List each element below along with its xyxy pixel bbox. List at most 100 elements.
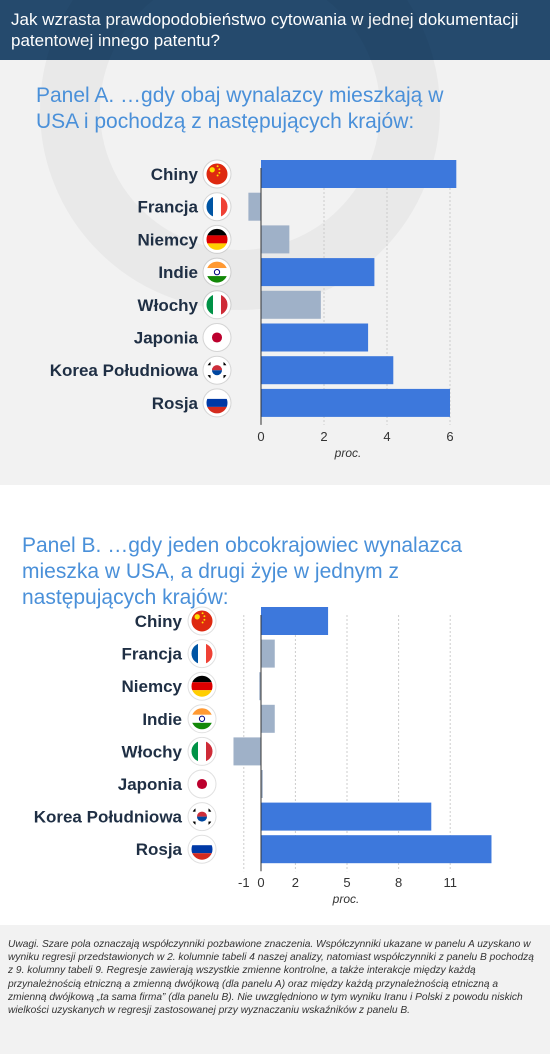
panel-b-bar-chiny [261,607,329,635]
panel-b-tick-label: 5 [343,875,350,890]
japan-flag-icon [202,323,232,352]
panel-a-bar-niemcy [261,225,290,254]
panel-b-x-axis-label: proc. [332,892,360,906]
flag-shadow [187,639,217,669]
flag-border [203,356,231,384]
notes-box: Uwagi. Szare pola oznaczają współczynnik… [0,925,550,1054]
panel-b-chart: Chiny Francja Niemcy Indie Włochy Japonia Kore… [34,606,492,906]
panel-a-tick-label: 6 [446,429,453,444]
title-bar: Jak wzrasta prawdopodobieństwo cytowania… [0,0,550,60]
panel-b-category-label: Japonia [118,775,183,794]
panel-a-bar-francja [248,192,261,221]
panel-a-bars [248,160,457,417]
south-korea-flag-icon [202,355,232,385]
france-flag-icon [187,639,217,669]
notes-text: Uwagi. Szare pola oznaczają współczynnik… [8,939,534,1017]
panel-b-category-label: Indie [142,710,182,729]
flag-shadow [202,159,232,189]
panel-a-category-label: Chiny [151,165,199,184]
flag-border [188,770,216,798]
flag-shadow [202,224,232,254]
flag-border [203,389,231,417]
flag-border [188,835,216,863]
india-flag-icon [202,257,232,287]
panel-b-category-label: Włochy [122,742,183,761]
flag-shadow [187,736,217,766]
flag-shadow [187,704,217,734]
france-flag-icon [202,192,232,222]
flag-border [203,225,231,253]
flag-border [203,160,231,188]
flag-shadow [202,323,232,352]
panel-a-bar-włochy [261,290,321,319]
panel-b-tick-label: 2 [292,875,299,890]
panel-b-tick-label: 0 [257,875,264,890]
panel-b-bars [233,607,492,864]
panel-a-bar-rosja [261,388,450,417]
panel-b-category-label: Francja [122,645,183,664]
flag-border [203,193,231,221]
flag-border [188,803,216,831]
flag-shadow [202,257,232,287]
italy-flag-icon [202,290,232,320]
panel-b-tick-label: 11 [443,875,457,890]
flag-shadow [202,355,232,385]
panel-b-category-label: Chiny [135,612,183,631]
panel-a-category-label: Japonia [134,329,199,348]
panel-b-tick-label: 8 [395,875,402,890]
flag-shadow [187,834,217,864]
flag-border [203,291,231,319]
flag-shadow [202,290,232,320]
panel-a-tick-label: 0 [257,429,264,444]
flag-border [188,737,216,765]
panel-a-bar-indie [261,258,375,287]
panel-a-category-label: Korea Południowa [50,361,199,380]
panel-b-bar-japonia [261,770,263,798]
panel-a-category-label: Niemcy [138,230,199,249]
flag-border [203,258,231,286]
panel-b-category-label: Niemcy [122,677,183,696]
flag-shadow [187,802,217,832]
italy-flag-icon [187,736,217,766]
page-title: Jak wzrasta prawdopodobieństwo cytowania… [11,10,519,50]
germany-flag-icon [187,671,217,701]
panel-a-category-label: Rosja [152,394,199,413]
panel-b-bar-niemcy [259,672,261,701]
flag-border [188,672,216,700]
india-flag-icon [187,704,217,734]
panel-b-heading: Panel B. …gdy jeden obcokrajowiec wynala… [22,534,463,609]
panel-b-bar-francja [261,639,275,668]
flag-border [188,705,216,733]
panel-a-x-axis-label: proc. [334,446,362,460]
panel-b-category-label: Korea Południowa [34,808,183,827]
flag-border [188,640,216,668]
panel-b-bar-indie [261,704,275,733]
flag-shadow [202,388,232,418]
panel-b-category-label: Rosja [136,840,183,859]
panel-a-category-label: Francja [138,198,199,217]
china-flag-icon [187,606,217,636]
panel-a-gridlines [323,168,451,425]
japan-flag-icon [187,769,217,799]
panel-b-bar-włochy [233,737,261,766]
panel-a-tick-label: 4 [383,429,390,444]
panel-a-bar-korea-południowa [261,356,394,385]
russia-flag-icon [202,388,232,418]
flag-shadow [187,606,217,636]
panel-a-bar-chiny [261,160,457,188]
panel-a-category-label: Włochy [138,296,199,315]
flag-border [188,607,216,635]
panel-a-category-label: Indie [158,263,198,282]
flag-shadow [187,671,217,701]
south-korea-flag-icon [187,802,217,832]
panel-b-bar-rosja [261,835,492,864]
china-flag-icon [202,159,232,189]
flag-border [203,324,231,351]
flag-shadow [202,192,232,222]
russia-flag-icon [187,834,217,864]
panel-b-bar-korea-południowa [261,802,432,831]
flag-shadow [187,769,217,799]
panel-a-chart: Chiny Francja Niemcy Indie Włochy Japonia Kore… [50,159,457,460]
panel-a-heading: Panel A. …gdy obaj wynalazcy mieszkają w… [36,84,444,133]
germany-flag-icon [202,224,232,254]
